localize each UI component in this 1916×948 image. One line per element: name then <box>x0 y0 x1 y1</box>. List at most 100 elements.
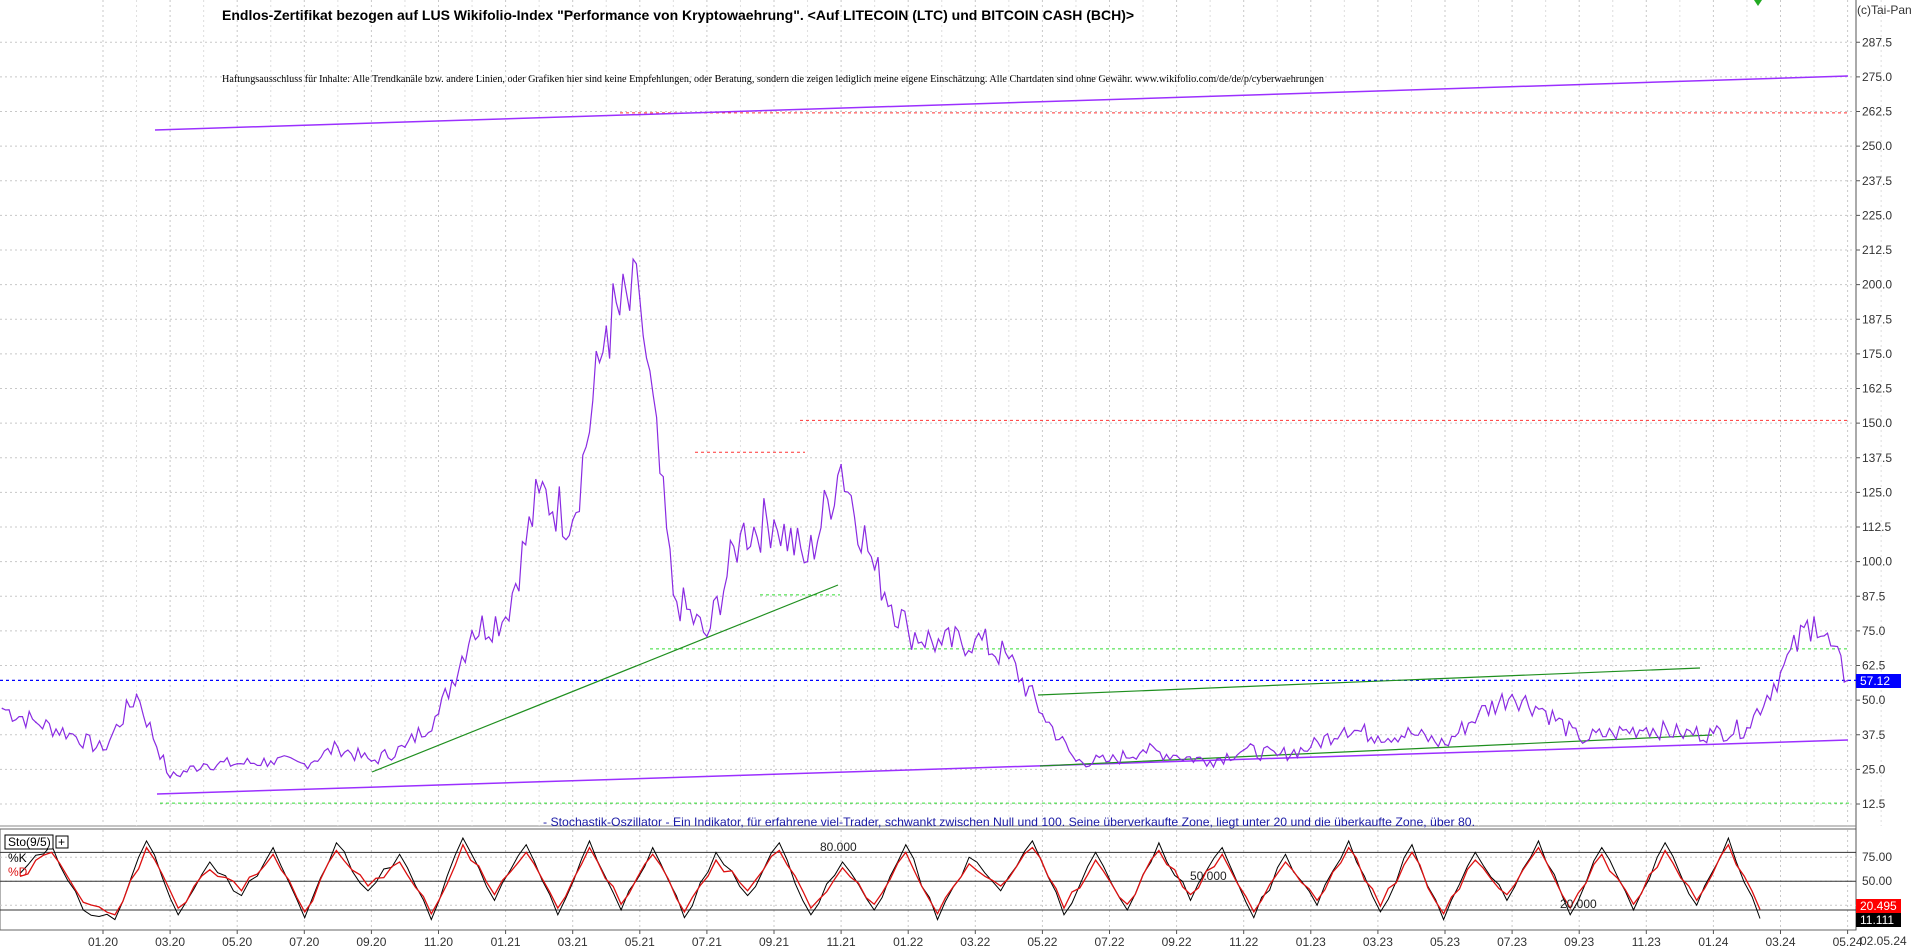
x-tick-label: 01.22 <box>893 935 923 948</box>
price-point <box>471 630 473 632</box>
price-point <box>1041 713 1044 715</box>
indicator-name-box[interactable] <box>4 834 54 850</box>
d-value-marker-box <box>1856 899 1901 913</box>
price-point <box>1377 735 1379 737</box>
price-point <box>1611 732 1614 735</box>
grid <box>0 0 1882 928</box>
x-tick-label: 11.21 <box>827 935 856 948</box>
y-tick-label: 250.0 <box>1862 139 1892 153</box>
plus-icon: + <box>58 835 65 849</box>
level-80-label: 80.000 <box>820 840 857 854</box>
price-marker-box <box>1856 674 1901 688</box>
price-point <box>404 746 406 749</box>
x-tick-label: 01.20 <box>88 935 118 948</box>
price-point <box>1175 754 1178 757</box>
copyright-text: (c)Tai-Pan <box>1857 3 1912 17</box>
x-tick-label: 01.24 <box>1698 935 1728 948</box>
y-tick-label: 50.0 <box>1862 693 1886 707</box>
d-legend: %D <box>8 865 28 879</box>
support-trend-line <box>1037 667 1701 696</box>
price-point <box>739 533 742 535</box>
price-point <box>706 635 708 638</box>
price-point <box>370 760 373 762</box>
trend-lines <box>154 75 1849 795</box>
y-tick-label: 187.5 <box>1862 312 1892 326</box>
price-point <box>1578 738 1580 740</box>
price-point <box>1 707 4 710</box>
price-point <box>1779 671 1782 674</box>
indicator-description: - Stochastik-Oszillator - Ein Indikator,… <box>543 815 1475 829</box>
price-point <box>1142 749 1144 751</box>
k-value-marker: 11.111 <box>1860 913 1894 927</box>
x-tick-label: 11.20 <box>424 935 453 948</box>
x-tick-label: 03.24 <box>1765 935 1795 948</box>
price-point <box>35 721 37 724</box>
price-point <box>1343 727 1346 729</box>
x-tick-label: 07.21 <box>692 935 722 948</box>
price-point <box>1008 657 1010 660</box>
y-tick-label: 150.0 <box>1862 416 1892 430</box>
channel-trend-line <box>154 75 1849 131</box>
price-point <box>806 560 809 563</box>
chart-title: Endlos-Zertifikat bezogen auf LUS Wikifo… <box>222 7 1134 23</box>
x-tick-label: 05.20 <box>222 935 252 948</box>
stochastic-panel <box>0 828 1857 931</box>
price-point <box>840 463 842 466</box>
indicator-name: Sto(9/5) <box>8 835 51 849</box>
price-point <box>605 325 608 327</box>
price-point <box>102 749 104 751</box>
price-point <box>1511 693 1513 696</box>
x-tick-label: 09.23 <box>1564 935 1594 948</box>
price-point <box>672 594 675 596</box>
price-point <box>1746 727 1748 729</box>
x-tick-label: 07.23 <box>1497 935 1527 948</box>
price-point <box>940 643 943 646</box>
support-trend-line <box>371 584 839 773</box>
stochastic-series <box>0 836 1856 921</box>
price-point <box>639 297 641 300</box>
price-point <box>1477 713 1480 715</box>
price-point <box>1310 746 1312 749</box>
signal-marker-icon <box>1754 0 1762 6</box>
y-tick-label: 62.5 <box>1862 659 1886 673</box>
price-panel <box>0 0 1856 826</box>
price-point <box>1813 616 1815 618</box>
y-tick-label: 37.5 <box>1862 728 1886 742</box>
y-tick-label: 75.0 <box>1862 624 1886 638</box>
add-indicator-button[interactable] <box>55 835 69 849</box>
price-point <box>571 519 574 521</box>
channel-trend-line <box>156 739 1849 795</box>
price-series <box>1 257 1849 779</box>
price-line <box>2 257 1848 779</box>
y-tick-label: 137.5 <box>1862 451 1892 465</box>
d-value-marker: 20.495 <box>1860 899 1897 913</box>
level-50-label: 50.000 <box>1190 869 1227 883</box>
support-trend-line <box>1039 734 1713 767</box>
price-point <box>135 693 138 696</box>
x-tick-label: 05.24 <box>1833 935 1863 948</box>
date-marker: 02.05.24 <box>1860 934 1907 948</box>
price-point <box>773 519 775 521</box>
price-point <box>1712 732 1715 735</box>
x-tick-label: 01.23 <box>1296 935 1326 948</box>
price-point <box>1444 743 1446 746</box>
price-point <box>1276 754 1279 757</box>
level-20-label: 20.000 <box>1560 897 1597 911</box>
price-point <box>1410 732 1413 735</box>
y-tick-label: 237.5 <box>1862 174 1892 188</box>
price-point <box>907 630 909 632</box>
y-tick-label: 212.5 <box>1862 243 1892 257</box>
stoch-d-line <box>19 843 1761 916</box>
x-tick-label: 03.21 <box>558 935 588 948</box>
price-point <box>437 713 440 715</box>
price-point <box>303 763 306 765</box>
y-axis: 12.5 25.0 37.5 50.0 62.5 75.0 87.5 100.0 112.5 12… <box>1856 35 1892 912</box>
y-tick-label: 275.0 <box>1862 70 1892 84</box>
stoch-y-tick-label: 75.00 <box>1862 850 1892 864</box>
x-tick-label: 05.21 <box>625 935 655 948</box>
x-tick-label: 05.23 <box>1430 935 1460 948</box>
price-point <box>873 569 876 571</box>
y-tick-label: 287.5 <box>1862 35 1892 49</box>
x-tick-label: 05.22 <box>1027 935 1057 948</box>
